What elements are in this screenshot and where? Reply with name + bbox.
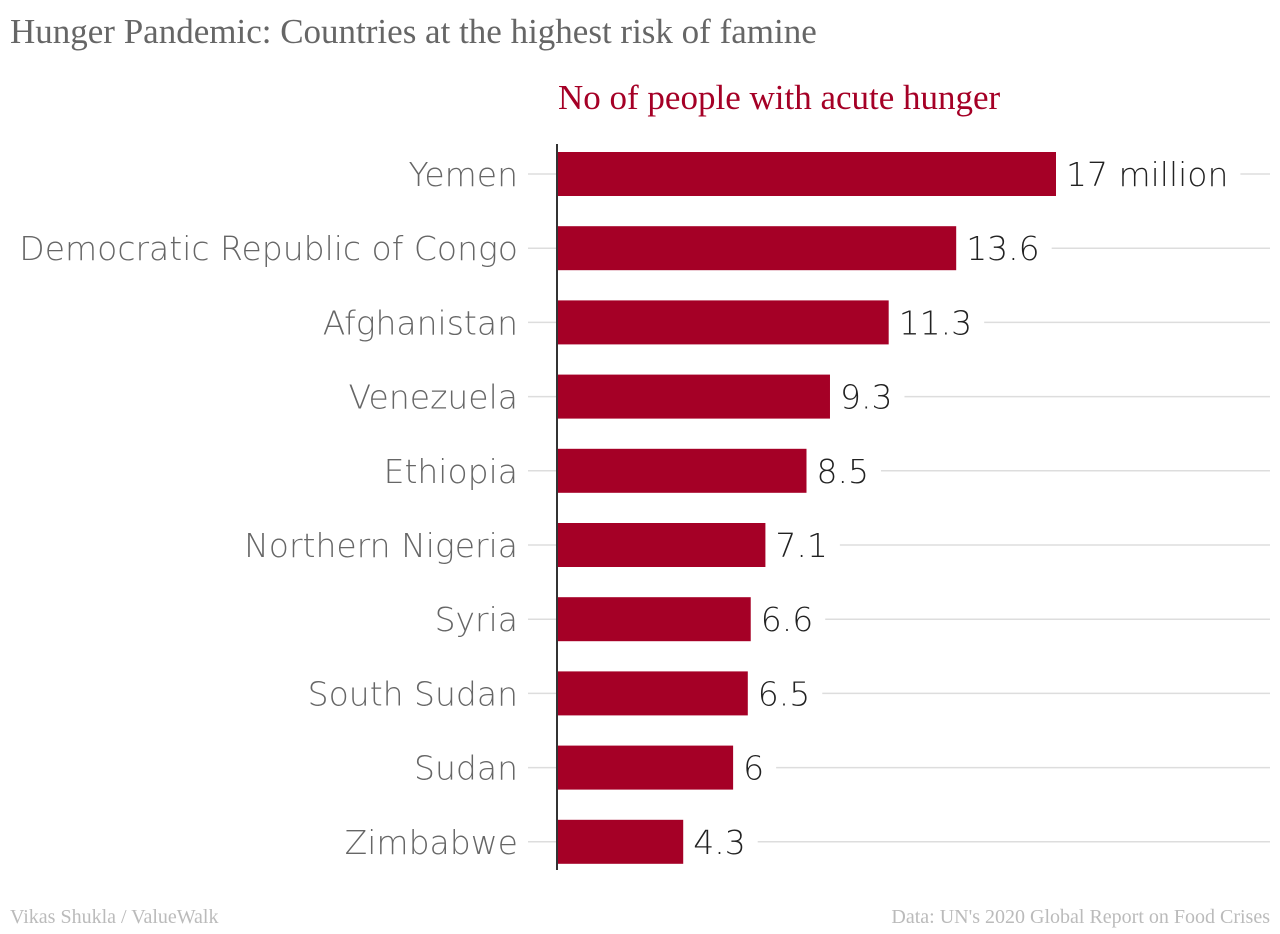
credit: Vikas Shukla / ValueWalk xyxy=(10,906,219,928)
category-label: Afghanistan xyxy=(323,303,518,342)
bar xyxy=(557,671,748,716)
category-label: South Sudan xyxy=(308,674,518,713)
data-label: 4.3 xyxy=(693,823,745,862)
category-label: Zimbabwe xyxy=(345,823,518,862)
category-label: Sudan xyxy=(414,749,518,788)
data-label: 9.3 xyxy=(840,378,892,417)
bar xyxy=(557,597,751,642)
chart-title: Hunger Pandemic: Countries at the highes… xyxy=(10,12,817,51)
data-label: 13.6 xyxy=(966,229,1039,268)
bar xyxy=(557,226,957,271)
data-label: 11.3 xyxy=(899,303,972,342)
bar xyxy=(557,745,734,790)
bar xyxy=(557,819,684,864)
bar xyxy=(557,523,766,567)
data-label: 8.5 xyxy=(817,452,869,491)
data-label: 6.6 xyxy=(761,600,813,639)
category-label: Northern Nigeria xyxy=(244,526,518,565)
category-label: Yemen xyxy=(409,155,518,194)
data-label: 7.1 xyxy=(775,526,827,565)
category-label: Ethiopia xyxy=(384,452,518,491)
bar xyxy=(557,152,1056,196)
chart-subtitle: No of people with acute hunger xyxy=(558,78,1001,117)
bar xyxy=(557,448,807,493)
bar xyxy=(557,300,889,345)
source: Data: UN's 2020 Global Report on Food Cr… xyxy=(891,906,1270,928)
data-label: 17 million xyxy=(1066,155,1228,194)
data-label: 6 xyxy=(743,749,764,788)
bar xyxy=(557,374,830,419)
category-label: Syria xyxy=(435,600,518,639)
category-label: Venezuela xyxy=(349,378,518,417)
data-label: 6.5 xyxy=(758,674,810,713)
category-label: Democratic Republic of Congo xyxy=(19,229,518,268)
